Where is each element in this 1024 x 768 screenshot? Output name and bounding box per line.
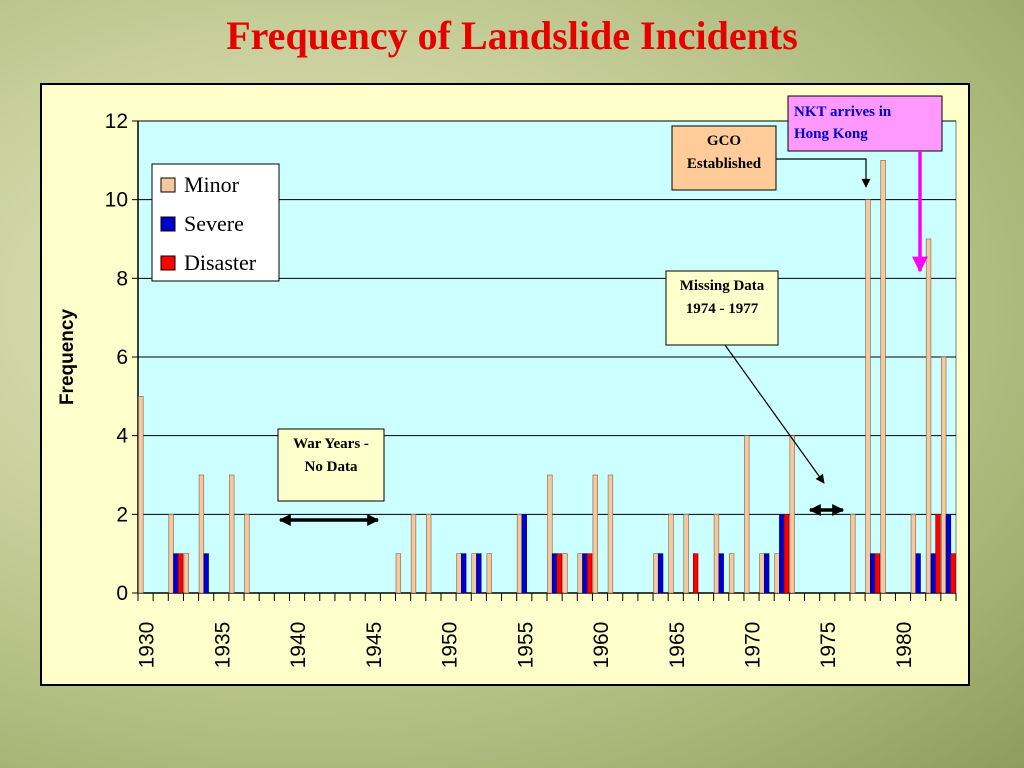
bar-minor xyxy=(850,514,856,594)
bar-severe xyxy=(173,553,179,594)
bar-minor xyxy=(728,553,735,594)
bar-severe xyxy=(718,553,724,594)
bar-minor xyxy=(456,553,462,594)
x-tick-label: 1945 xyxy=(363,622,386,669)
bar-severe xyxy=(521,514,527,594)
chart-frame: 0 2 4 6 8 10 12 1930 1935 1940 1945 1950 1955 1960 196… xyxy=(40,83,970,686)
x-tick-label: 1950 xyxy=(439,622,462,669)
bar-minor xyxy=(471,553,477,594)
callout-missing-text: Missing Data xyxy=(680,278,765,294)
bar-minor xyxy=(577,553,583,594)
x-tick-label: 1935 xyxy=(211,622,234,669)
bar-minor xyxy=(865,199,871,594)
callout-missing-text: 1974 - 1977 xyxy=(686,301,759,317)
callout-gco-arrow xyxy=(776,158,871,188)
bar-severe xyxy=(930,553,936,594)
bar-severe xyxy=(915,553,921,594)
bar-severe xyxy=(657,553,664,594)
y-axis-label: Frequency xyxy=(57,309,78,406)
bar-severe xyxy=(582,553,588,594)
bar-minor xyxy=(744,435,750,594)
x-tick-label: 1975 xyxy=(817,622,840,669)
callout-war-box xyxy=(277,428,385,502)
x-tick-label: 1980 xyxy=(893,622,916,669)
bar-minor xyxy=(759,553,765,594)
bar-minor xyxy=(789,435,795,594)
x-tick-label: 1965 xyxy=(666,622,689,669)
bar-minor xyxy=(713,514,720,594)
bar-minor xyxy=(653,553,659,594)
bar-minor xyxy=(910,514,917,594)
legend-swatch-minor xyxy=(160,177,176,193)
bar-minor xyxy=(683,514,689,594)
legend-swatch-severe xyxy=(160,216,176,232)
y-tick-label: 8 xyxy=(116,267,128,290)
bar-disaster xyxy=(935,514,941,594)
bar-minor xyxy=(486,553,492,594)
x-tick-label: 1955 xyxy=(514,622,537,669)
bar-minor xyxy=(244,514,250,594)
bar-disaster xyxy=(950,553,956,594)
bar-minor xyxy=(198,474,205,594)
callout-gco-text: GCO xyxy=(707,133,741,149)
x-tick-label: 1960 xyxy=(590,622,613,669)
bar-severe xyxy=(779,514,785,594)
bar-minor xyxy=(941,356,947,594)
bar-disaster xyxy=(586,553,593,594)
x-tick-label: 1930 xyxy=(136,622,159,669)
y-tick-label: 2 xyxy=(116,503,128,526)
bar-severe xyxy=(551,553,558,594)
bar-minor xyxy=(774,553,780,594)
bar-disaster xyxy=(783,514,790,594)
x-tick-label: 1970 xyxy=(742,622,765,669)
bar-minor xyxy=(925,238,932,594)
bar-minor xyxy=(410,514,417,594)
x-tick-label: 1940 xyxy=(287,622,310,669)
callout-missing-arrow xyxy=(724,344,825,484)
callout-nkt-box xyxy=(787,95,943,152)
y-tick-label: 6 xyxy=(116,346,128,369)
bar-disaster xyxy=(692,553,699,594)
bar-minor xyxy=(547,474,553,594)
callout-nkt-text: Hong Kong xyxy=(794,126,868,142)
y-tick-label: 12 xyxy=(105,110,128,133)
bar-minor xyxy=(425,514,432,594)
legend-swatch-disaster xyxy=(160,255,176,271)
callout-nkt-text: NKT arrives in xyxy=(794,104,892,120)
bar-severe xyxy=(870,553,876,594)
bar-minor xyxy=(229,474,235,594)
bar-minor xyxy=(607,474,614,594)
bar-minor xyxy=(138,396,144,594)
callout-gco-box xyxy=(671,125,777,191)
bar-minor xyxy=(516,514,523,594)
bar-chart: 0 2 4 6 8 10 12 1930 1935 1940 1945 1950 1955 1960 196… xyxy=(57,95,957,669)
bar-minor xyxy=(668,514,674,594)
bar-severe xyxy=(763,553,770,594)
bar-disaster xyxy=(874,553,881,594)
callout-war-text: War Years - xyxy=(293,436,369,452)
bar-severe xyxy=(476,553,482,594)
bar-severe xyxy=(461,553,467,594)
bar-minor xyxy=(395,553,402,594)
y-tick-label: 0 xyxy=(116,582,128,605)
slide-title: Frequency of Landslide Incidents xyxy=(226,13,798,58)
legend-label-severe: Severe xyxy=(184,211,244,236)
bar-severe xyxy=(203,553,209,594)
bar-severe xyxy=(945,514,952,594)
bar-disaster xyxy=(177,553,184,594)
bar-minor xyxy=(592,474,598,594)
bar-minor xyxy=(168,514,174,594)
callout-gco-text: Established xyxy=(687,156,762,172)
bar-disaster xyxy=(556,553,562,594)
bar-minor xyxy=(880,160,886,594)
callout-missing-box xyxy=(665,270,779,346)
y-tick-label: 4 xyxy=(116,425,128,448)
callout-war-text: No Data xyxy=(305,459,358,475)
bar-minor xyxy=(562,553,568,594)
y-tick-label: 10 xyxy=(105,189,128,212)
legend-label-disaster: Disaster xyxy=(184,250,257,275)
legend-label-minor: Minor xyxy=(184,172,240,197)
bar-minor xyxy=(183,553,189,594)
